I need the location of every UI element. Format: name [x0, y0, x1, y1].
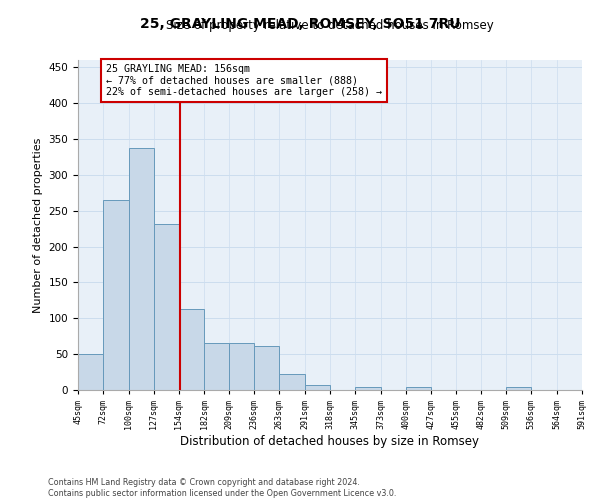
Bar [179, 309, 205, 390]
Bar [129, 148, 154, 390]
Text: 25, GRAYLING MEAD, ROMSEY, SO51 7RU: 25, GRAYLING MEAD, ROMSEY, SO51 7RU [140, 18, 460, 32]
Bar [406, 387, 431, 390]
X-axis label: Distribution of detached houses by size in Romsey: Distribution of detached houses by size … [181, 434, 479, 448]
Bar [78, 354, 103, 390]
Bar [154, 224, 179, 390]
Title: Size of property relative to detached houses in Romsey: Size of property relative to detached ho… [166, 20, 494, 32]
Bar [254, 346, 279, 390]
Bar [305, 385, 330, 390]
Bar [506, 387, 531, 390]
Bar [355, 387, 381, 390]
Bar [205, 342, 229, 390]
Y-axis label: Number of detached properties: Number of detached properties [33, 138, 43, 312]
Text: 25 GRAYLING MEAD: 156sqm
← 77% of detached houses are smaller (888)
22% of semi-: 25 GRAYLING MEAD: 156sqm ← 77% of detach… [106, 64, 382, 97]
Bar [229, 342, 254, 390]
Bar [279, 374, 305, 390]
Bar [103, 200, 129, 390]
Text: Contains HM Land Registry data © Crown copyright and database right 2024.
Contai: Contains HM Land Registry data © Crown c… [48, 478, 397, 498]
